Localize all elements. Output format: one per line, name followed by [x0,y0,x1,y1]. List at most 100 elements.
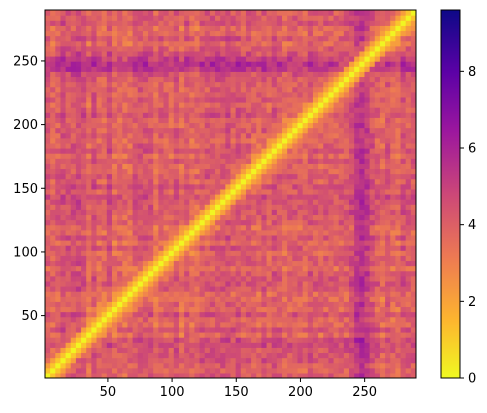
heatmap-cell [245,91,252,98]
heatmap-cell [178,50,185,57]
heatmap-cell [225,158,232,164]
heatmap-cell [220,158,226,164]
heatmap-cell [158,56,165,62]
heatmap-cell [245,137,252,144]
heatmap-cell [338,352,345,359]
heatmap-cell [307,250,314,256]
heatmap-cell [235,352,242,359]
heatmap-cell [127,81,134,88]
heatmap-cell [287,15,293,21]
heatmap-cell [266,163,273,170]
heatmap-cell [163,122,170,129]
heatmap-cell [101,76,108,83]
heatmap-cell [235,194,242,200]
heatmap-cell [318,148,324,154]
heatmap-cell [153,107,159,113]
heatmap-cell [184,102,190,108]
heatmap-cell [55,56,62,62]
heatmap-cell [137,91,144,98]
heatmap-cell [204,183,211,190]
heatmap-cell [81,199,87,205]
heatmap-cell [256,158,263,164]
heatmap-cell [400,224,407,231]
heatmap-cell [117,234,123,241]
heatmap-cell [385,301,391,308]
heatmap-cell [81,15,87,21]
heatmap-cell [215,214,221,221]
heatmap-cell [117,158,123,164]
heatmap-cell [209,280,216,287]
heatmap-cell [137,168,144,175]
heatmap-cell [333,194,340,200]
heatmap-cell [96,367,103,374]
heatmap-cell [132,66,139,72]
heatmap-cell [142,66,149,72]
heatmap-cell [163,321,170,328]
heatmap-cell [328,214,335,221]
heatmap-cell [168,219,175,226]
heatmap-cell [369,25,376,32]
heatmap-cell [385,265,391,272]
heatmap-cell [163,158,170,164]
heatmap-cell [148,15,154,21]
heatmap-cell [173,137,180,144]
heatmap-cell [75,102,82,108]
heatmap-cell [199,306,206,313]
heatmap-cell [70,260,77,267]
heatmap-cell [307,291,314,297]
heatmap-cell [385,148,391,154]
heatmap-cell [390,357,396,364]
heatmap-cell [385,66,391,72]
heatmap-cell [215,40,221,47]
heatmap-cell [106,255,113,262]
heatmap-cell [163,326,170,333]
heatmap-cell [50,265,56,272]
heatmap-cell [292,291,299,297]
heatmap-cell [266,270,273,277]
heatmap-cell [256,204,263,210]
heatmap-cell [70,35,77,42]
heatmap-cell [297,245,304,251]
heatmap-cell [328,30,335,37]
heatmap-cell [312,168,319,175]
heatmap-cell [276,234,283,241]
heatmap-cell [235,188,242,195]
heatmap-cell [230,229,237,236]
heatmap-cell [379,81,386,88]
heatmap-cell [385,286,391,292]
heatmap-cell [364,214,371,221]
heatmap-cell [395,372,402,378]
heatmap-cell [45,260,51,267]
heatmap-cell [390,102,396,108]
heatmap-cell [111,357,118,364]
heatmap-cell [55,173,62,180]
heatmap-cell [70,255,77,262]
heatmap-cell [307,260,314,267]
heatmap-cell [60,347,67,354]
heatmap-cell [81,132,87,139]
heatmap-cell [390,178,396,185]
heatmap-cell [106,326,113,333]
heatmap-cell [302,229,309,236]
heatmap-cell [189,137,196,144]
heatmap-cell [225,296,232,302]
heatmap-cell [354,326,360,333]
heatmap-cell [400,316,407,323]
heatmap-cell [225,332,232,338]
heatmap-cell [385,127,391,134]
heatmap-cell [60,311,67,318]
heatmap-cell [194,255,201,262]
heatmap-cell [390,168,396,175]
heatmap-cell [122,66,129,72]
heatmap-cell [369,10,376,16]
heatmap-cell [148,178,154,185]
heatmap-cell [225,245,232,251]
heatmap-cell [271,163,278,170]
heatmap-cell [354,168,360,175]
heatmap-cell [142,30,149,37]
heatmap-cell [178,260,185,267]
heatmap-cell [333,265,340,272]
heatmap-cell [55,91,62,98]
heatmap-cell [111,183,118,190]
heatmap-cell [142,306,149,313]
